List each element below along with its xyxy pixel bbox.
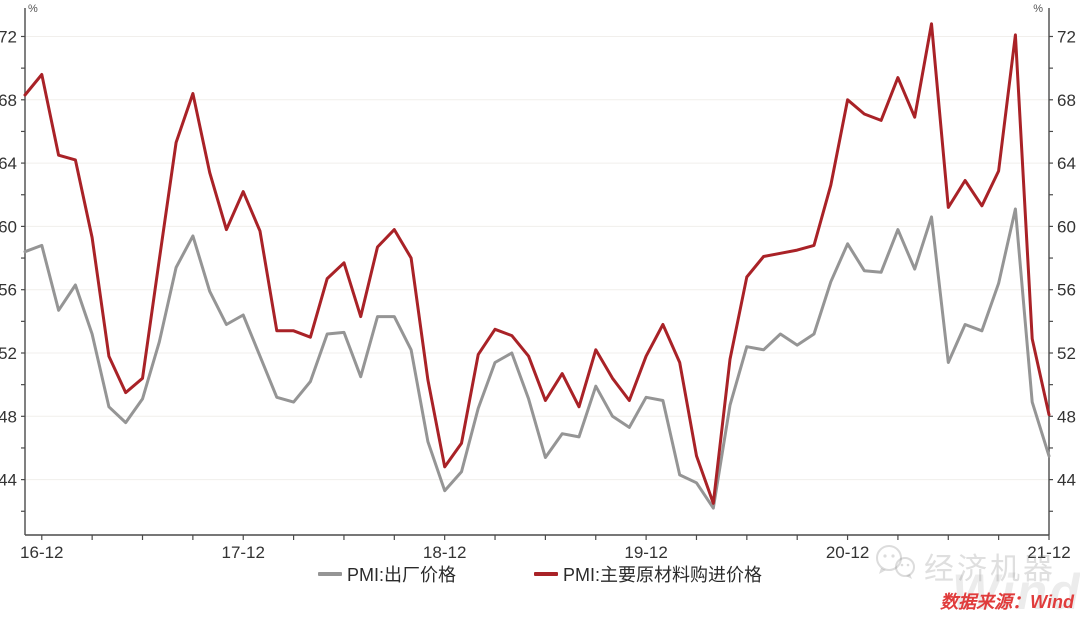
legend-label-raw-material-price: PMI:主要原材料购进价格	[563, 565, 763, 585]
y-tick-label-right: 48	[1057, 407, 1076, 426]
y-tick-label-right: 68	[1057, 91, 1076, 110]
y-tick-label-left: 64	[0, 154, 17, 173]
legend-item-raw-material-price[interactable]: PMI:主要原材料购进价格	[534, 561, 762, 587]
legend-label-exfactory-price: PMI:出厂价格	[346, 565, 456, 585]
legend-swatch-gray	[317, 572, 342, 576]
y-tick-label-left: 48	[0, 407, 17, 426]
legend-swatch-red	[534, 572, 558, 576]
data-source-label: 数据来源：Wind	[940, 592, 1074, 612]
x-tick-label: 16-12	[20, 543, 63, 562]
y-tick-label-left: 44	[0, 471, 17, 490]
x-tick-label: 19-12	[624, 543, 667, 562]
legend-item-exfactory-price[interactable]: PMI:出厂价格	[317, 561, 456, 587]
y-tick-label-right: 52	[1057, 344, 1076, 363]
y-tick-label-left: 52	[0, 344, 17, 363]
y-tick-label-right: 44	[1057, 471, 1076, 490]
x-tick-label: 20-12	[826, 543, 869, 562]
line-pmi-exfactory-price	[23, 207, 1051, 510]
y-tick-label-right: 64	[1057, 154, 1076, 173]
y-axis-unit-right: %	[1033, 3, 1043, 15]
x-tick-label: 21-12	[1027, 543, 1070, 562]
y-tick-label-right: 72	[1057, 27, 1076, 46]
y-tick-label-left: 68	[0, 91, 17, 110]
x-tick-label: 18-12	[423, 543, 466, 562]
y-tick-label-right: 56	[1057, 281, 1076, 300]
y-tick-label-left: 60	[0, 217, 17, 236]
line-pmi-raw-material-price	[23, 22, 1051, 505]
legend: PMI:出厂价格 PMI:主要原材料购进价格	[0, 561, 1080, 587]
y-tick-label-left: 72	[0, 27, 17, 46]
y-axis-unit-left: %	[28, 3, 38, 15]
y-tick-label-left: 56	[0, 281, 17, 300]
x-tick-label: 17-12	[221, 543, 264, 562]
y-tick-label-right: 60	[1057, 217, 1076, 236]
